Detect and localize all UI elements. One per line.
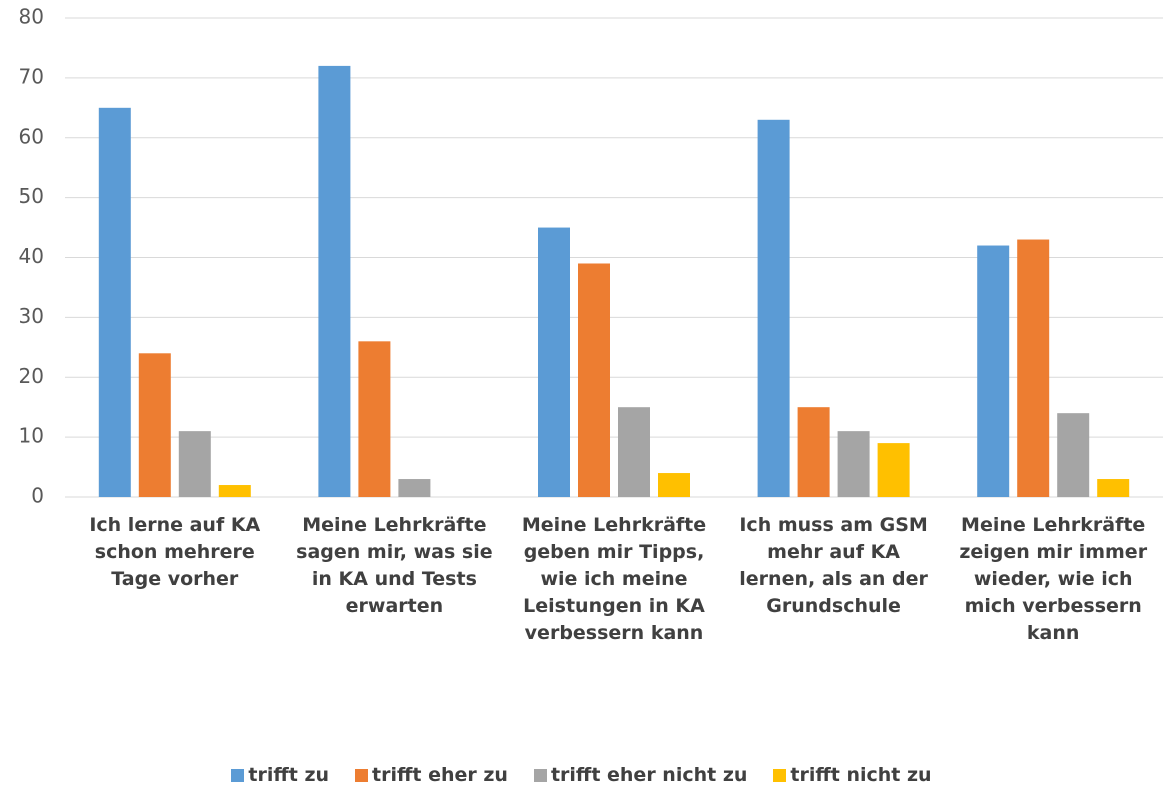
bar <box>757 119 790 497</box>
bar <box>98 107 131 497</box>
bar <box>1097 479 1130 497</box>
legend-item: trifft eher zu <box>355 764 508 786</box>
bar <box>538 227 570 497</box>
y-tick-label: 60 <box>19 124 44 148</box>
legend-label: trifft eher zu <box>372 764 508 786</box>
y-tick-label: 20 <box>19 364 44 388</box>
bar <box>358 341 391 497</box>
bar <box>1057 413 1090 497</box>
legend-swatch <box>355 768 369 782</box>
x-tick-label: Ich muss am GSM mehr auf KA lernen, als … <box>739 514 928 617</box>
bar <box>398 479 431 497</box>
y-tick-label: 10 <box>19 424 44 448</box>
legend-label: trifft eher nicht zu <box>550 764 748 786</box>
bar <box>218 485 251 497</box>
bar <box>318 65 351 498</box>
bar <box>797 407 830 497</box>
y-tick-label: 30 <box>19 304 44 328</box>
bar <box>618 407 650 497</box>
x-tick-label: Meine Lehrkräfte geben mir Tipps, wie ic… <box>521 514 707 644</box>
y-tick-label: 70 <box>19 64 44 88</box>
legend-swatch <box>773 768 787 782</box>
bar <box>837 431 870 497</box>
y-tick-label: 0 <box>31 484 44 508</box>
bar <box>658 473 690 497</box>
bar <box>178 431 211 497</box>
legend-item: trifft zu <box>231 764 329 786</box>
x-tick-label: Ich lerne auf KA schon mehrere Tage vorh… <box>89 514 261 590</box>
y-tick-label: 80 <box>19 5 44 29</box>
legend-swatch <box>533 768 547 782</box>
bar <box>877 443 910 497</box>
bar <box>578 263 610 497</box>
bar <box>977 245 1010 497</box>
legend-label: trifft zu <box>248 764 330 786</box>
y-tick-label: 50 <box>19 184 44 208</box>
x-tick-label: Meine Lehrkräfte sagen mir, was sie in K… <box>296 514 493 617</box>
bar <box>138 353 171 497</box>
legend: trifft zu trifft eher zu trifft eher nicht… <box>0 764 1163 786</box>
bar <box>1017 239 1050 497</box>
y-tick-label: 40 <box>19 244 44 268</box>
legend-swatch <box>231 768 245 782</box>
legend-item: trifft eher nicht zu <box>533 764 748 786</box>
legend-item: trifft nicht zu <box>773 764 932 786</box>
x-tick-label: Meine Lehrkräfte zeigen mir immer wieder… <box>959 514 1148 644</box>
legend-label: trifft nicht zu <box>790 764 932 786</box>
